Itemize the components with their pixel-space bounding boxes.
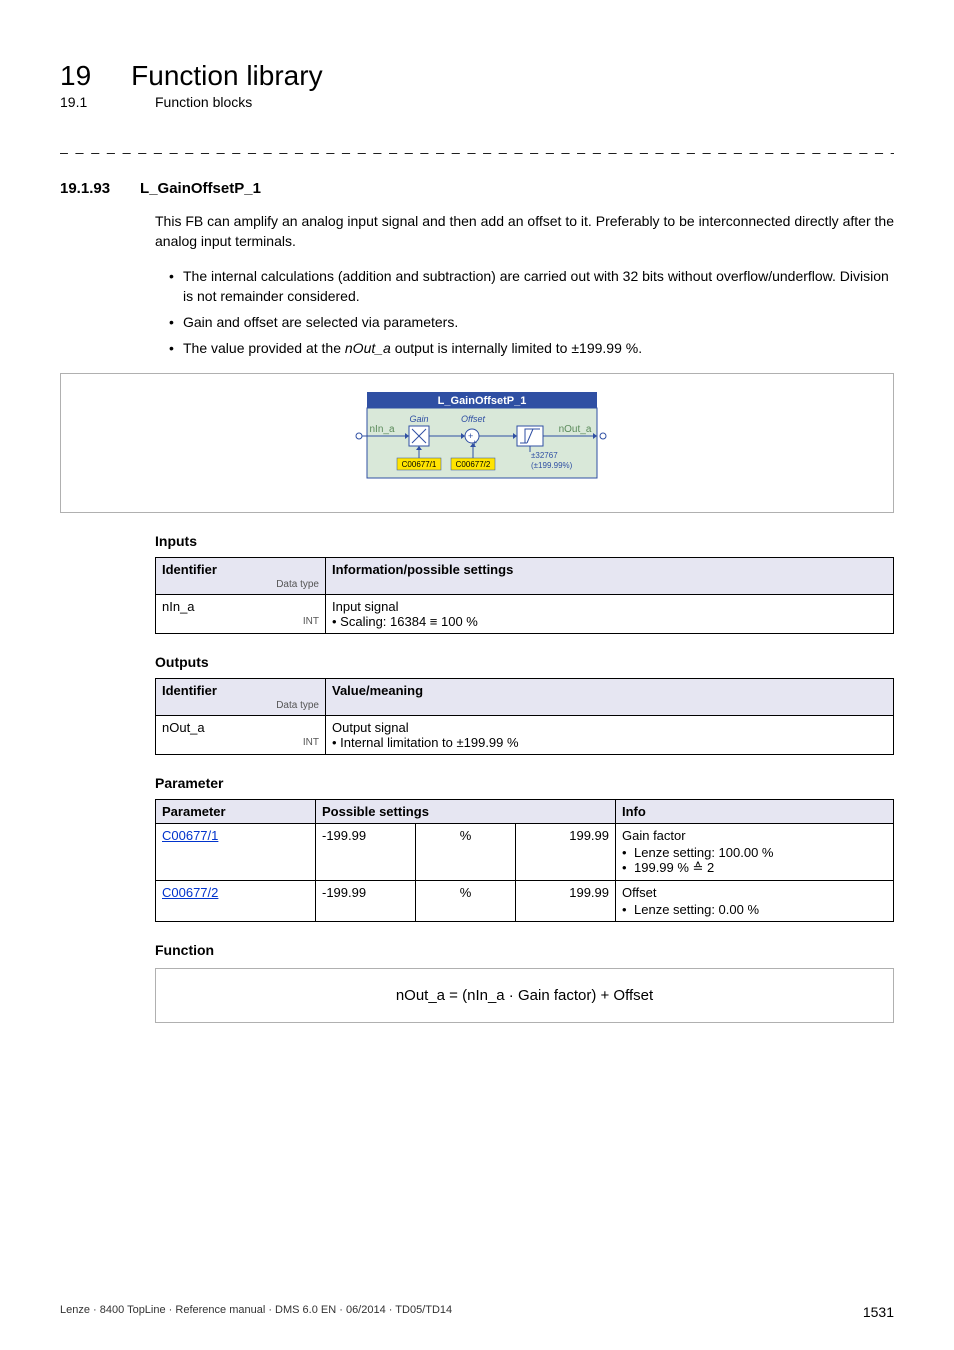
footer-page-number: 1531 — [863, 1304, 894, 1320]
param-max: 199.99 — [516, 823, 616, 880]
nOut-label: nOut_a — [559, 424, 592, 435]
param-info-title: Offset — [622, 885, 656, 900]
param-info-title: Gain factor — [622, 828, 686, 843]
output-name: nOut_a — [162, 720, 205, 735]
gain-label: Gain — [409, 414, 428, 424]
table-row: C00677/1 -199.99 % 199.99 Gain factor Le… — [156, 823, 894, 880]
param-info-item: Lenze setting: 0.00 % — [622, 902, 887, 917]
output-dtype: INT — [162, 737, 319, 748]
block-diagram: L_GainOffsetP_1 nIn_a Gain C00677/1 + — [297, 388, 657, 498]
gain-code: C00677/1 — [402, 460, 437, 469]
col-info: Value/meaning — [326, 678, 894, 715]
list-item: The value provided at the nOut_a output … — [169, 338, 894, 358]
chapter-number: 19 — [60, 60, 91, 92]
offset-label: Offset — [461, 414, 486, 424]
limit-top: ±32767 — [531, 451, 558, 460]
input-name: nIn_a — [162, 599, 195, 614]
diagram-title: L_GainOffsetP_1 — [438, 395, 527, 407]
section-number: 19.1.93 — [60, 180, 110, 197]
limit-bottom: (±199.99%) — [531, 461, 573, 470]
section-title: L_GainOffsetP_1 — [140, 180, 261, 197]
dashed-rule: _ _ _ _ _ _ _ _ _ _ _ _ _ _ _ _ _ _ _ _ … — [60, 138, 894, 154]
intro-paragraph: This FB can amplify an analog input sign… — [155, 211, 894, 252]
block-diagram-frame: L_GainOffsetP_1 nIn_a Gain C00677/1 + — [60, 373, 894, 513]
col-identifier: Identifier Data type — [156, 678, 326, 715]
bullet-list: The internal calculations (addition and … — [155, 266, 894, 359]
footer-left: Lenze · 8400 TopLine · Reference manual … — [60, 1304, 452, 1320]
list-item: The internal calculations (addition and … — [169, 266, 894, 307]
param-info-item: 199.99 % ≙ 2 — [622, 860, 887, 876]
col-identifier: Identifier Data type — [156, 557, 326, 594]
function-heading: Function — [155, 942, 894, 958]
offset-code: C00677/2 — [456, 460, 491, 469]
output-desc1: Output signal — [332, 720, 409, 735]
input-desc1: Input signal — [332, 599, 399, 614]
section-header: 19.1.93 L_GainOffsetP_1 — [60, 180, 894, 197]
input-dtype: INT — [162, 616, 319, 627]
param-max: 199.99 — [516, 880, 616, 921]
section-body: This FB can amplify an analog input sign… — [155, 211, 894, 359]
page-footer: Lenze · 8400 TopLine · Reference manual … — [60, 1304, 894, 1320]
col-param: Parameter — [156, 799, 316, 823]
outputs-table: Identifier Data type Value/meaning nOut_… — [155, 678, 894, 755]
parameter-table: Parameter Possible settings Info C00677/… — [155, 799, 894, 922]
col-info: Information/possible settings — [326, 557, 894, 594]
param-info-item: Lenze setting: 100.00 % — [622, 845, 887, 860]
col-settings: Possible settings — [316, 799, 616, 823]
param-link[interactable]: C00677/2 — [162, 885, 218, 900]
list-item: Gain and offset are selected via paramet… — [169, 312, 894, 332]
output-desc2: • Internal limitation to ±199.99 % — [332, 735, 519, 750]
col-info: Info — [616, 799, 894, 823]
chapter-header: 19 Function library — [60, 60, 894, 92]
nIn-label: nIn_a — [369, 424, 394, 435]
param-min: -199.99 — [316, 880, 416, 921]
chapter-title: Function library — [131, 60, 322, 92]
input-desc2: • Scaling: 16384 ≡ 100 % — [332, 614, 478, 629]
dtype-label: Data type — [162, 579, 319, 590]
table-row: nIn_a INT Input signal • Scaling: 16384 … — [156, 594, 894, 633]
function-formula: nOut_a = (nIn_a · Gain factor) + Offset — [155, 968, 894, 1023]
dtype-label: Data type — [162, 700, 319, 711]
param-min: -199.99 — [316, 823, 416, 880]
table-row: C00677/2 -199.99 % 199.99 Offset Lenze s… — [156, 880, 894, 921]
param-link[interactable]: C00677/1 — [162, 828, 218, 843]
parameter-heading: Parameter — [155, 775, 894, 791]
subchapter-title: Function blocks — [155, 94, 252, 110]
inputs-heading: Inputs — [155, 533, 894, 549]
table-row: nOut_a INT Output signal • Internal limi… — [156, 715, 894, 754]
param-unit: % — [416, 880, 516, 921]
outputs-heading: Outputs — [155, 654, 894, 670]
subchapter-number: 19.1 — [60, 94, 115, 110]
param-unit: % — [416, 823, 516, 880]
inputs-table: Identifier Data type Information/possibl… — [155, 557, 894, 634]
subchapter-header: 19.1 Function blocks — [60, 94, 894, 110]
